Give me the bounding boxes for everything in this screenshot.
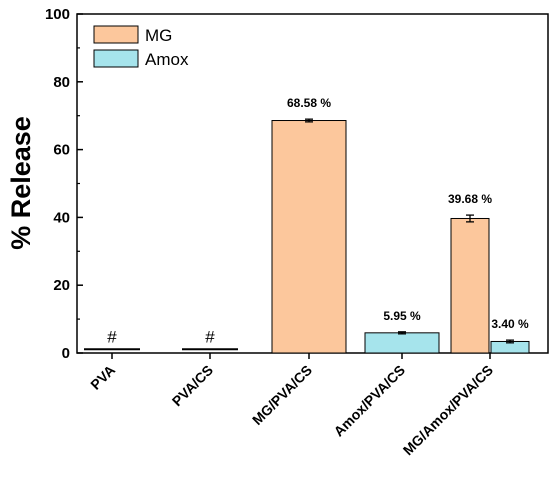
legend-swatch-mg [93, 25, 139, 44]
y-tick-label: 20 [53, 277, 70, 294]
x-axis: PVA PVA/CS MG/PVA/CS Amox/PVA/CSMG/Amox/PVA… [87, 353, 496, 458]
y-tick-label: 60 [53, 142, 70, 159]
x-category-label: MG/PVA/CS [249, 362, 315, 428]
x-category-label: MG/Amox/PVA/CS [400, 362, 496, 458]
legend-label-amox: Amox [145, 50, 189, 69]
y-axis-title: % Release [6, 116, 36, 250]
y-axis: 0 20 40 60 80 100 [45, 6, 83, 362]
data-label-amox: 5.95 % [383, 309, 421, 323]
legend-label-mg: MG [145, 26, 172, 45]
x-category-label: PVA/CS [169, 362, 216, 409]
x-category-label: Amox/PVA/CS [330, 362, 408, 440]
data-label-mg: 68.58 % [287, 96, 331, 110]
x-category-label: PVA [87, 362, 118, 393]
not-detected-marker: # [107, 327, 117, 346]
data-label-amox: 3.40 % [491, 317, 529, 331]
y-tick-label: 80 [53, 74, 70, 91]
bars [84, 118, 530, 354]
legend: MG Amox [93, 25, 189, 69]
bar-amox [364, 332, 440, 354]
data-label-mg: 39.68 % [448, 192, 492, 206]
y-tick-label: 0 [62, 345, 70, 362]
not-detected-marker: # [205, 327, 215, 346]
bar-mg [271, 120, 347, 354]
bar-mg [450, 217, 490, 354]
y-tick-label: 100 [45, 6, 70, 23]
y-tick-label: 40 [53, 209, 70, 226]
legend-swatch-amox [93, 49, 139, 68]
data-labels: 68.58 % 39.68 % 5.95 % 3.40 % # # [107, 96, 529, 346]
